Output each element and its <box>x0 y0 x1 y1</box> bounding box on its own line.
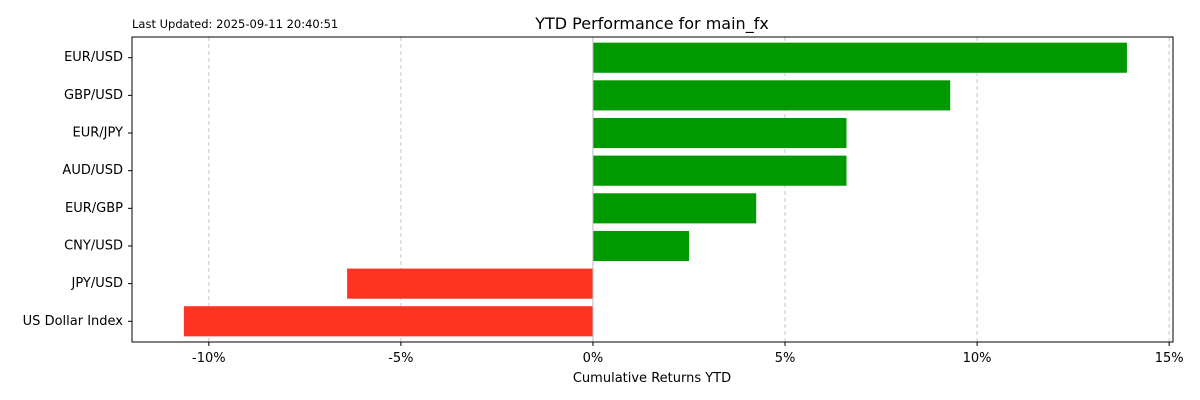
plot-frame <box>131 36 1174 343</box>
bar-gbp-usd <box>592 80 951 111</box>
bar-cny-usd <box>592 230 689 262</box>
x-tick-label: 5% <box>775 351 796 366</box>
y-tick-label: AUD/USD <box>62 163 123 178</box>
y-tick-label: CNY/USD <box>64 238 123 253</box>
bar-us-dollar-index <box>183 306 593 337</box>
x-tick-label: -5% <box>388 351 413 366</box>
x-tick-label: 15% <box>1155 351 1184 366</box>
x-axis: -10% -5% 0% 5% 10% 15% <box>192 342 1184 366</box>
y-tick-label: JPY/USD <box>71 276 124 291</box>
x-axis-label: Cumulative Returns YTD <box>573 371 731 386</box>
y-tick-label: EUR/USD <box>64 50 123 65</box>
y-tick-label: GBP/USD <box>64 88 123 103</box>
chart-title: YTD Performance for main_fx <box>534 14 769 34</box>
x-tick-label: -10% <box>192 351 226 366</box>
bar-eur-gbp <box>592 193 757 224</box>
y-axis: EUR/USD GBP/USD EUR/JPY AUD/USD EUR/GBP CNY/U… <box>23 50 132 329</box>
bars <box>183 42 1127 337</box>
bar-eur-usd <box>592 42 1127 73</box>
y-tick-label: EUR/GBP <box>65 201 123 216</box>
x-tick-label: 0% <box>583 351 604 366</box>
x-tick-label: 10% <box>963 351 992 366</box>
y-tick-label: EUR/JPY <box>73 126 124 141</box>
last-updated-label: Last Updated: 2025-09-11 20:40:51 <box>132 17 338 31</box>
y-tick-label: US Dollar Index <box>23 314 124 329</box>
bar-jpy-usd <box>347 268 593 299</box>
bar-aud-usd <box>592 155 847 186</box>
bar-eur-jpy <box>592 117 847 149</box>
